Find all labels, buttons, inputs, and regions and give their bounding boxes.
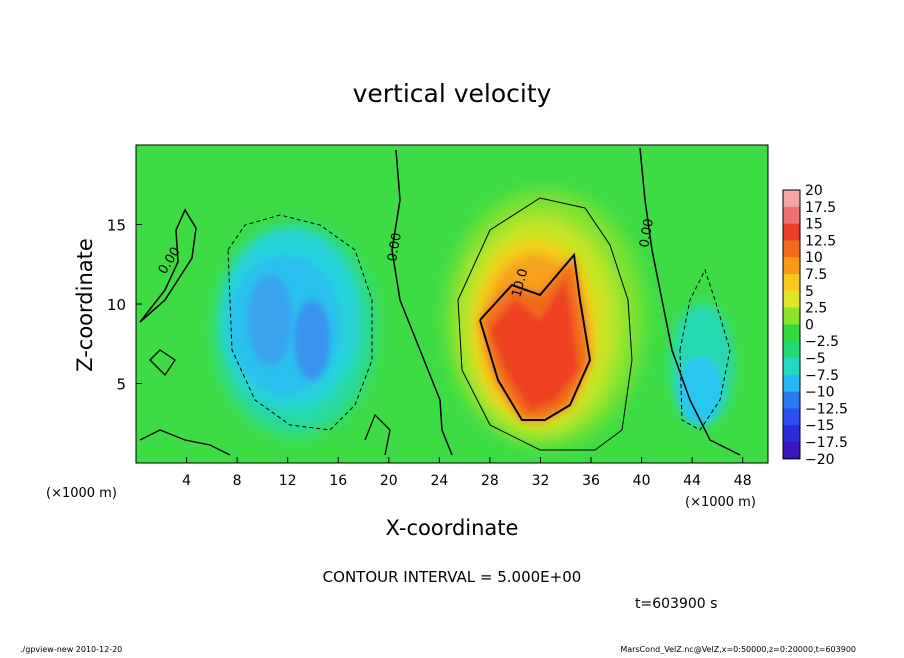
contour-label: 10.0 [509, 267, 531, 299]
colorbar-frame [782, 189, 801, 460]
chart-title: vertical velocity [353, 79, 552, 108]
contour-label: 0.00 [385, 232, 405, 263]
colorbar: 2017.51512.5107.552.50−2.5−5−7.5−10−12.5… [782, 183, 848, 468]
y-tick-label: 5 [116, 376, 126, 394]
colorbar-swatch [783, 223, 800, 241]
y-axis: 5 10 15 [107, 217, 142, 394]
colorbar-label: 0 [805, 317, 814, 333]
x-axis-label: X-coordinate [386, 516, 519, 540]
x-tick-label: 44 [683, 473, 701, 489]
colorbar-swatch [783, 391, 800, 409]
colorbar-label: 5 [805, 284, 814, 300]
x-tick-label: 8 [233, 473, 242, 489]
colorbar-swatch [783, 290, 800, 309]
x-tick-label: 36 [582, 473, 600, 489]
colorbar-swatch [783, 324, 800, 342]
colorbar-label: −20 [805, 452, 835, 468]
contour-interval: CONTOUR INTERVAL = 5.000E+00 [323, 568, 582, 586]
contour-label: 0.00 [637, 218, 657, 249]
time-stamp: t=603900 s [635, 596, 717, 612]
colorbar-label: 2.5 [805, 301, 827, 317]
colorbar-swatch [783, 341, 800, 359]
x-unit-right: (×1000 m) [685, 495, 756, 510]
colorbar-label: −17.5 [805, 435, 848, 451]
colorbar-label: −12.5 [805, 401, 848, 417]
x-tick-label: 12 [279, 473, 297, 489]
colorbar-swatch [783, 408, 800, 426]
colorbar-label: 12.5 [805, 233, 836, 249]
x-tick-label: 24 [430, 473, 448, 489]
heatmap-field [136, 145, 768, 463]
colorbar-label: −7.5 [805, 368, 839, 384]
colorbar-swatch [783, 206, 800, 225]
x-axis: 4 8 12 16 20 24 28 32 36 40 44 48 [182, 457, 752, 489]
colorbar-swatch [783, 374, 800, 393]
colorbar-label: 17.5 [805, 200, 836, 216]
footer-left: ./gpview-new 2010-12-20 [20, 645, 122, 654]
colorbar-swatch [783, 425, 800, 443]
colorbar-label: −15 [805, 418, 835, 434]
y-tick-label: 15 [107, 217, 126, 235]
colorbar-swatch [783, 442, 800, 460]
colorbar-swatch [783, 358, 800, 376]
colorbar-swatch [783, 257, 800, 275]
footer-right: MarsCond_VelZ.nc@VelZ,x=0:50000,z=0:2000… [620, 645, 856, 654]
x-unit-left: (×1000 m) [46, 486, 117, 501]
colorbar-label: 20 [805, 183, 823, 199]
x-tick-label: 40 [633, 473, 651, 489]
colorbar-swatch [783, 274, 800, 292]
x-tick-label: 4 [182, 473, 191, 489]
colorbar-swatch [783, 240, 800, 258]
colorbar-swatch [783, 307, 800, 325]
x-tick-label: 48 [734, 473, 752, 489]
colorbar-label: −5 [805, 351, 826, 367]
colorbar-label: 7.5 [805, 267, 827, 283]
x-tick-label: 32 [532, 473, 550, 489]
contour-lines [139, 147, 741, 456]
x-tick-label: 28 [481, 473, 499, 489]
colorbar-label: −2.5 [805, 334, 839, 350]
y-tick-label: 10 [107, 296, 126, 314]
x-tick-label: 16 [329, 473, 347, 489]
colorbar-swatch [783, 190, 800, 208]
colorbar-label: −10 [805, 385, 835, 401]
colorbar-label: 15 [805, 217, 823, 233]
colorbar-label: 10 [805, 250, 823, 266]
y-axis-label: Z-coordinate [73, 238, 97, 372]
x-tick-label: 20 [380, 473, 398, 489]
